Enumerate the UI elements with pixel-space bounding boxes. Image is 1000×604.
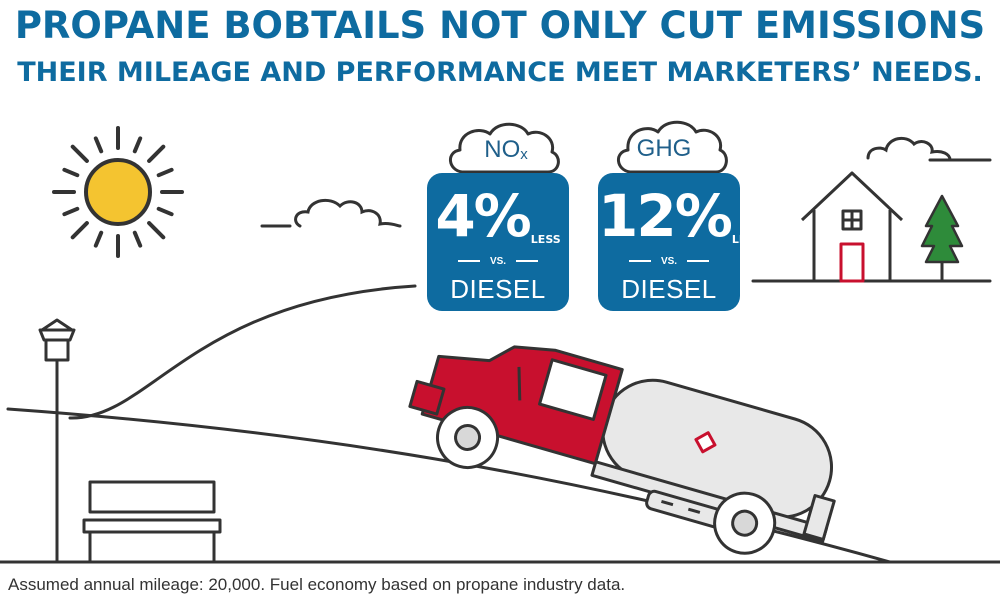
stat-baseline: DIESEL [450,274,546,304]
cloud-icon [260,198,402,228]
street-lamp-icon [38,318,76,562]
propane-truck-icon [408,345,836,555]
sun-ray [70,221,89,240]
nox-cloud-bubble [449,122,560,174]
sun-ray [147,144,166,163]
stat-baseline: DIESEL [621,274,717,304]
bench-icon [82,480,222,562]
sun-ray [70,144,89,163]
headline-line-2: THEIR MILEAGE AND PERFORMANCE MEET MARKE… [17,57,983,88]
tree-icon [920,194,964,281]
hazard-diamond-icon [694,431,717,454]
stat-value: 12% [598,182,733,250]
stat-vs: VS. [427,256,569,267]
sun-ray [147,221,166,240]
sun-ray [132,230,143,248]
ghg-cloud-bubble [617,120,728,174]
sun-icon [52,126,184,258]
pollutant-name: NO [484,136,521,163]
stat-value: 4% [435,182,531,250]
sun-ray [93,230,104,248]
sun-ray [156,167,174,178]
nox-stat-card: 4%LESS VS. DIESEL [427,173,569,311]
footnote: Assumed annual mileage: 20,000. Fuel eco… [8,575,626,594]
nox-label: NOx [466,136,546,164]
sun-ray [62,167,80,178]
headline-line-1: PROPANE BOBTAILS NOT ONLY CUT EMISSIONS [14,4,986,47]
stat-qualifier: LESS [530,233,561,246]
house-icon [800,171,904,283]
sun-ray [132,136,143,154]
ghg-stat-card: 12%LESS VS. DIESEL [598,173,762,311]
sun-ray [156,206,174,217]
pollutant-subscript: x [520,146,528,163]
hill-line [68,284,417,420]
sun-ray [93,136,104,154]
stat-vs: VS. [598,256,740,267]
cloud-icon [866,136,992,162]
ghg-label: GHG [636,135,692,162]
sun-ray [62,206,80,217]
stat-qualifier: LESS [731,233,762,246]
